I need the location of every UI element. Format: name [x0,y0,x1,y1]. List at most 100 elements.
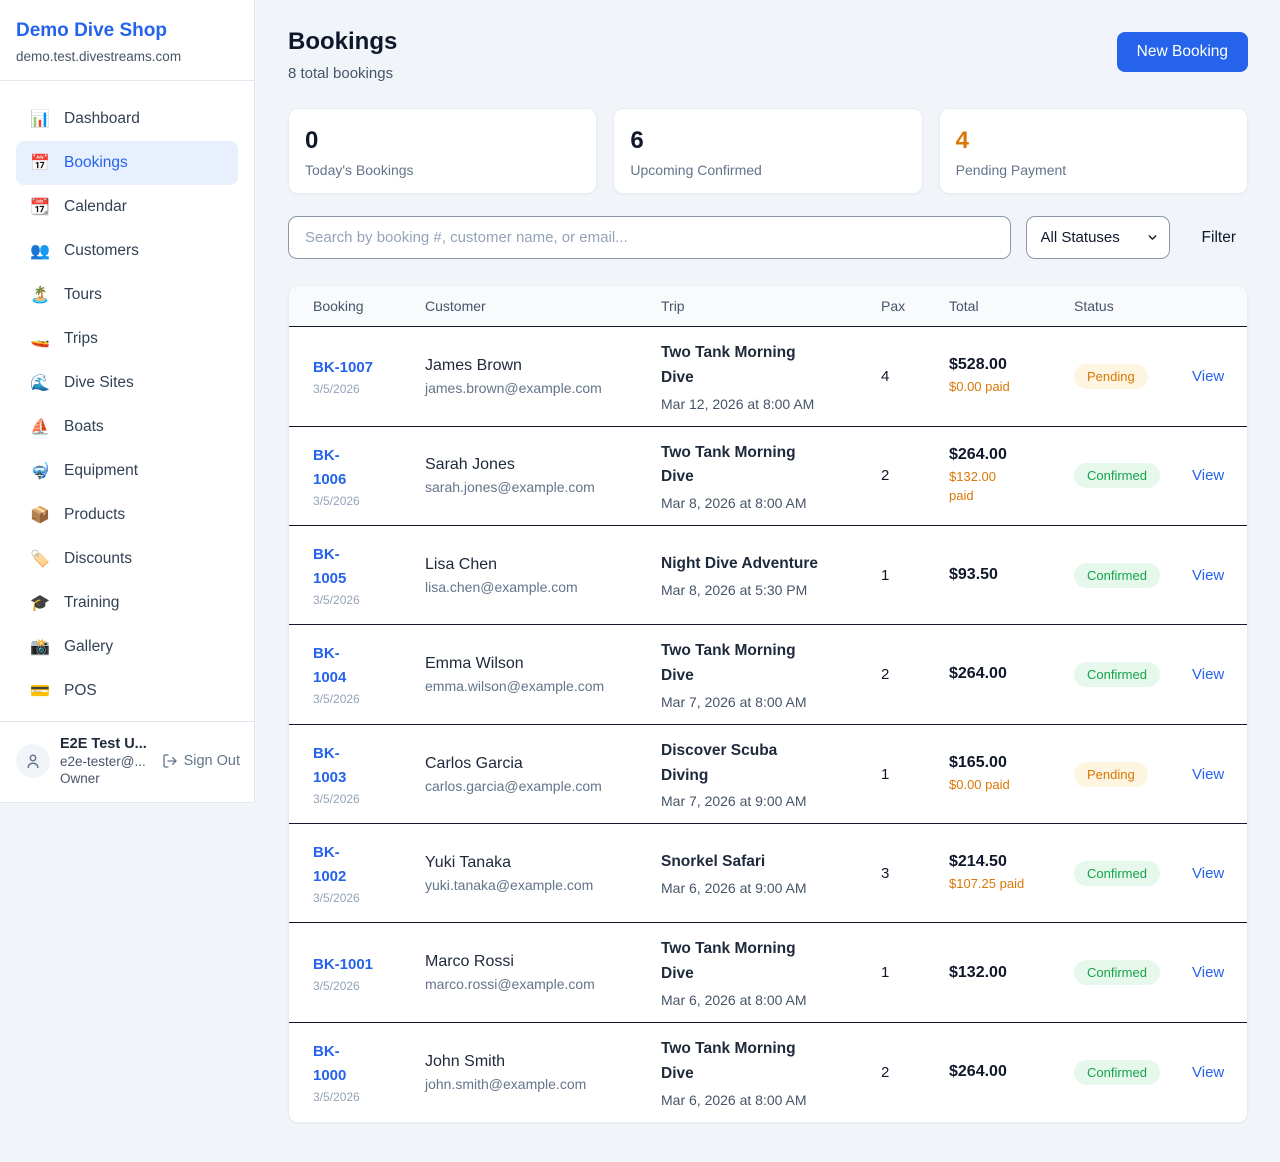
trip-datetime: Mar 6, 2026 at 8:00 AM [661,991,807,1008]
sidebar-item-dashboard[interactable]: 📊 Dashboard [30,110,140,128]
status-badge: Pending [1074,761,1148,787]
booking-id-link[interactable]: BK- 1005 [313,546,347,588]
pax-count: 4 [881,367,890,385]
status-select[interactable]: All Statuses [1025,216,1170,259]
avatar [16,744,50,778]
tag-icon: 🏷️ [30,551,50,568]
sidebar-item-discounts[interactable]: 🏷️ Discounts [30,550,133,568]
booking-id-link[interactable]: BK- 1006 [313,446,347,488]
table-body: BK-1007 3/5/2026 James Brown james.brown… [289,327,1247,1122]
users-icon: 👥 [30,243,50,260]
new-booking-button[interactable]: New Booking [1116,32,1248,72]
sidebar-item-boats[interactable]: ⛵ Boats [30,418,104,436]
col-booking: Booking [313,298,364,314]
booking-id-link[interactable]: BK- 1002 [313,844,347,886]
sidebar-nav: 📊 Dashboard 📅 Bookings 📆 Calendar 👥 Cust… [0,81,254,721]
total-amount: $528.00 [949,355,1007,373]
total-amount: $93.50 [949,566,998,584]
shop-name: Demo Dive Shop [16,20,167,41]
sign-out-button[interactable]: Sign Out [162,753,240,769]
logout-icon [162,754,177,768]
bar-chart-icon: 📊 [30,111,50,128]
pax-count: 1 [881,964,890,982]
view-link[interactable]: View [1192,467,1225,485]
trip-name: Two Tank Morning Dive [661,344,796,386]
customer-email: james.brown@example.com [425,379,602,396]
page-header: Bookings 8 total bookings New Booking [288,28,1248,82]
booking-id-link[interactable]: BK- 1000 [313,1043,347,1085]
status-badge: Confirmed [1074,463,1160,489]
total-amount: $264.00 [949,1063,1007,1081]
col-total: Total [949,298,979,314]
trip-name: Night Dive Adventure [661,555,819,573]
trip-name: Discover Scuba Diving [661,741,778,784]
customer-name: Marco Rossi [425,953,514,971]
paid-amount: $107.25 paid [949,875,1025,891]
sidebar-item-calendar[interactable]: 📆 Calendar [30,198,127,216]
user-role: Owner [60,771,100,786]
sidebar-item-dive-sites[interactable]: 🌊 Dive Sites [30,374,134,392]
filter-controls: All Statuses Filter [288,216,1248,259]
booking-date: 3/5/2026 [313,792,360,807]
island-icon: 🏝️ [30,287,50,304]
view-link[interactable]: View [1192,566,1225,584]
page-title-block: Bookings 8 total bookings [288,28,397,82]
customer-email: lisa.chen@example.com [425,578,578,595]
paid-amount: $0.00 paid [949,378,1010,394]
view-link[interactable]: View [1192,665,1225,683]
sidebar: Demo Dive Shop demo.test.divestreams.com… [0,0,255,803]
booking-id-link[interactable]: BK-1007 [313,359,374,377]
trip-datetime: Mar 8, 2026 at 8:00 AM [661,495,807,512]
status-badge: Confirmed [1074,960,1160,986]
booking-date: 3/5/2026 [313,593,360,608]
user-info: E2E Test U... e2e-tester@... Owner [60,736,152,786]
sidebar-item-equipment[interactable]: 🤿 Equipment [30,462,139,480]
trip-name: Two Tank Morning Dive [661,1040,796,1082]
pax-count: 1 [881,765,890,783]
view-link[interactable]: View [1192,864,1225,882]
booking-id-link[interactable]: BK-1001 [313,955,374,973]
sign-out-label: Sign Out [183,753,240,769]
trip-name: Snorkel Safari [661,853,766,871]
customer-email: marco.rossi@example.com [425,976,595,993]
customer-name: Emma Wilson [425,654,524,672]
trip-name: Two Tank Morning Dive [661,642,796,684]
total-amount: $264.00 [949,665,1007,683]
status-badge: Confirmed [1074,1059,1160,1085]
view-link[interactable]: View [1192,367,1225,385]
pax-count: 3 [881,864,890,882]
sidebar-item-gallery[interactable]: 📸 Gallery [30,638,114,656]
view-link[interactable]: View [1192,1063,1225,1081]
sidebar-item-products[interactable]: 📦 Products [30,506,126,524]
trip-name: Two Tank Morning Dive [661,443,796,486]
graduation-cap-icon: 🎓 [30,595,50,612]
table-row: BK- 1002 3/5/2026 Yuki Tanaka yuki.tanak… [289,824,1247,924]
col-pax: Pax [881,298,906,314]
status-badge: Confirmed [1074,562,1160,588]
tear-off-calendar-icon: 📆 [30,199,50,216]
sidebar-item-bookings[interactable]: 📅 Bookings [16,141,238,185]
view-link[interactable]: View [1192,964,1225,982]
table-row: BK- 1004 3/5/2026 Emma Wilson emma.wilso… [289,625,1247,725]
paid-amount: $0.00 paid [949,776,1010,792]
table-row: BK-1001 3/5/2026 Marco Rossi marco.rossi… [289,923,1247,1023]
status-badge: Confirmed [1074,860,1160,886]
pax-count: 2 [881,665,890,683]
search-input[interactable] [288,216,1011,259]
sidebar-item-customers[interactable]: 👥 Customers [30,242,139,260]
trip-datetime: Mar 7, 2026 at 9:00 AM [661,793,807,810]
sidebar-item-trips[interactable]: 🚤 Trips [30,330,98,348]
pax-count: 2 [881,1063,890,1081]
sidebar-item-pos[interactable]: 💳 POS [30,682,97,700]
total-amount: $165.00 [949,753,1007,771]
booking-id-link[interactable]: BK- 1004 [313,645,347,687]
pax-count: 2 [881,467,890,485]
user-section: E2E Test U... e2e-tester@... Owner Sign … [0,721,254,802]
customer-name: Lisa Chen [425,555,498,573]
sidebar-item-tours[interactable]: 🏝️ Tours [30,286,102,304]
customer-email: emma.wilson@example.com [425,677,605,694]
sidebar-item-training[interactable]: 🎓 Training [30,594,120,612]
filter-button[interactable]: Filter [1201,228,1236,246]
booking-id-link[interactable]: BK- 1003 [313,745,347,787]
view-link[interactable]: View [1192,765,1225,783]
